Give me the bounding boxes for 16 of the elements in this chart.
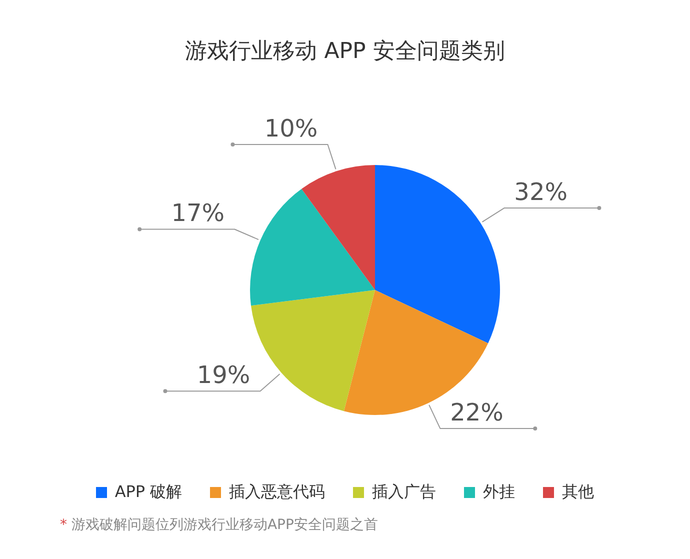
data-label: 17% (171, 199, 225, 228)
chart-title: 游戏行业移动 APP 安全问题类别 (184, 38, 506, 66)
legend-label: 外挂 (482, 482, 516, 503)
legend-label: APP 破解 (114, 482, 182, 503)
data-label: 22% (450, 398, 504, 426)
pie-slice (250, 188, 375, 306)
legend-label: 其他 (561, 482, 594, 503)
pie-slice (250, 290, 375, 412)
data-label: 32% (514, 178, 568, 206)
legend-label: 插入恶意代码 (228, 482, 326, 503)
data-label: 19% (196, 361, 250, 390)
text: * 游戏破解问题位列游戏行业移动APP安全问题之首 (60, 516, 378, 534)
pie-slice (375, 165, 500, 344)
legend-label: 插入广告 (371, 482, 436, 503)
pie-slice (302, 165, 375, 290)
data-label: 10% (264, 114, 318, 142)
